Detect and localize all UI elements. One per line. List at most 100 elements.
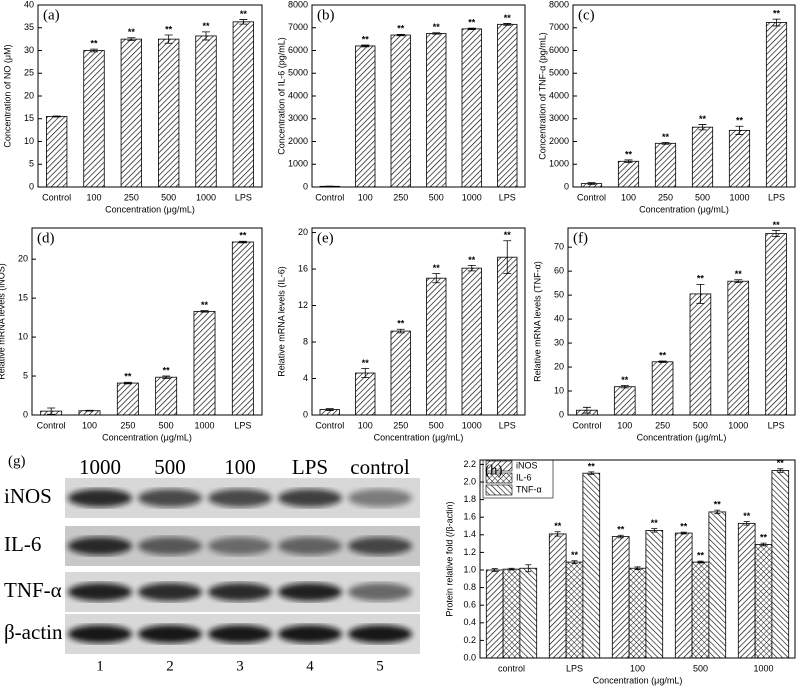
x-tick-label: 1000 (728, 420, 748, 430)
significance-label: ** (697, 274, 705, 284)
bar (426, 33, 447, 188)
x-tick-label: 500 (429, 420, 444, 430)
y-tick-label: 5 (23, 370, 28, 380)
significance-label: ** (504, 230, 512, 240)
significance-label: ** (124, 372, 132, 382)
significance-label: ** (736, 116, 744, 126)
x-tick-label: Control (572, 420, 601, 430)
y-axis-label: Relative mRNA levels (TNF-α) (532, 261, 542, 382)
bar (155, 376, 178, 416)
error-bar (162, 375, 171, 379)
y-tick-label: 20 (24, 90, 34, 100)
significance-label: ** (128, 27, 136, 37)
blot-band (208, 489, 272, 507)
error-bar (396, 328, 405, 334)
significance-label: ** (433, 263, 441, 273)
error-bar (624, 159, 633, 164)
y-tick-label: 6000 (288, 45, 308, 55)
y-tick-label: 5000 (288, 68, 308, 78)
error-bar (123, 381, 132, 385)
x-tick-label: LPS (566, 663, 583, 673)
error-bar (202, 31, 210, 41)
significance-label: ** (201, 300, 209, 310)
y-tick-label: 7000 (549, 22, 569, 32)
error-bar (734, 279, 743, 284)
lane-number: 1 (96, 658, 104, 674)
y-tick-label: 0.6 (463, 600, 476, 610)
bar (46, 116, 68, 188)
bar (83, 50, 105, 188)
y-tick-label: 2000 (549, 136, 569, 146)
bar (461, 28, 482, 188)
significance-label: ** (397, 24, 405, 34)
plot-frame (567, 227, 796, 416)
lane-label: 500 (154, 455, 186, 479)
significance-label: ** (433, 22, 441, 32)
y-tick-label: 3000 (549, 113, 569, 123)
y-tick-label: 1000 (549, 159, 569, 169)
error-bar (743, 521, 750, 526)
significance-label: ** (760, 533, 768, 543)
plot-frame (479, 459, 796, 659)
bar (116, 382, 139, 416)
bar (689, 293, 712, 416)
bar (654, 142, 677, 188)
x-tick-label: 100 (630, 663, 645, 673)
x-tick-label: Control (315, 192, 344, 202)
panel-label: (e) (317, 230, 334, 246)
y-tick-label: 5 (29, 159, 34, 169)
significance-label: ** (571, 550, 579, 560)
y-tick-label: 3000 (288, 113, 308, 123)
bar (613, 386, 636, 416)
error-bar (525, 564, 532, 573)
significance-label: ** (468, 255, 476, 265)
lane-label: control (350, 455, 410, 479)
blot-band (138, 537, 202, 555)
bar (617, 160, 640, 188)
y-tick-label: 25 (24, 68, 34, 78)
y-tick-label: 4000 (549, 90, 569, 100)
error-bar (396, 33, 405, 37)
error-bar (200, 310, 209, 313)
error-bar (588, 471, 595, 475)
y-tick-label: 1.4 (463, 529, 476, 539)
significance-label: ** (397, 319, 405, 329)
y-tick-label: 0 (559, 409, 564, 419)
panel-label: (g) (8, 453, 26, 469)
error-bar (634, 566, 641, 570)
x-axis-label: Concentration (μg/mL) (639, 204, 729, 214)
error-bar (735, 125, 744, 135)
bar (355, 45, 376, 188)
bar (754, 544, 773, 659)
y-axis-label: Protein relative fold (/β-actin) (444, 501, 454, 616)
x-tick-label: 500 (161, 192, 176, 202)
y-axis-label: Relative mRNA levels (IL-6) (276, 266, 286, 377)
x-axis-label: Concentration (μg/mL) (593, 675, 683, 685)
x-tick-label: 500 (429, 192, 444, 202)
error-bar (503, 240, 512, 275)
y-axis-label: Concentration of NO (μM) (2, 44, 12, 147)
y-tick-label: 0.0 (463, 652, 476, 662)
significance-label: ** (662, 132, 670, 142)
x-tick-label: 250 (120, 420, 135, 430)
error-bar (772, 229, 781, 238)
error-bar (503, 23, 512, 26)
blot-band (348, 583, 412, 601)
error-bar (698, 124, 707, 131)
x-tick-label: 250 (393, 420, 408, 430)
y-tick-label: 20 (18, 254, 28, 264)
plot-frame (37, 4, 263, 188)
bar (497, 256, 518, 416)
error-bar (661, 142, 670, 145)
bar (390, 330, 411, 416)
error-bar (697, 560, 704, 564)
panel-label: (b) (317, 7, 335, 23)
bar (765, 22, 788, 188)
legend-label: IL-6 (516, 472, 532, 482)
error-bar (239, 19, 248, 25)
bar (771, 470, 790, 659)
panel-label: (d) (37, 230, 55, 246)
bar (691, 561, 710, 659)
bar (691, 126, 714, 188)
y-tick-label: 20 (298, 227, 308, 237)
